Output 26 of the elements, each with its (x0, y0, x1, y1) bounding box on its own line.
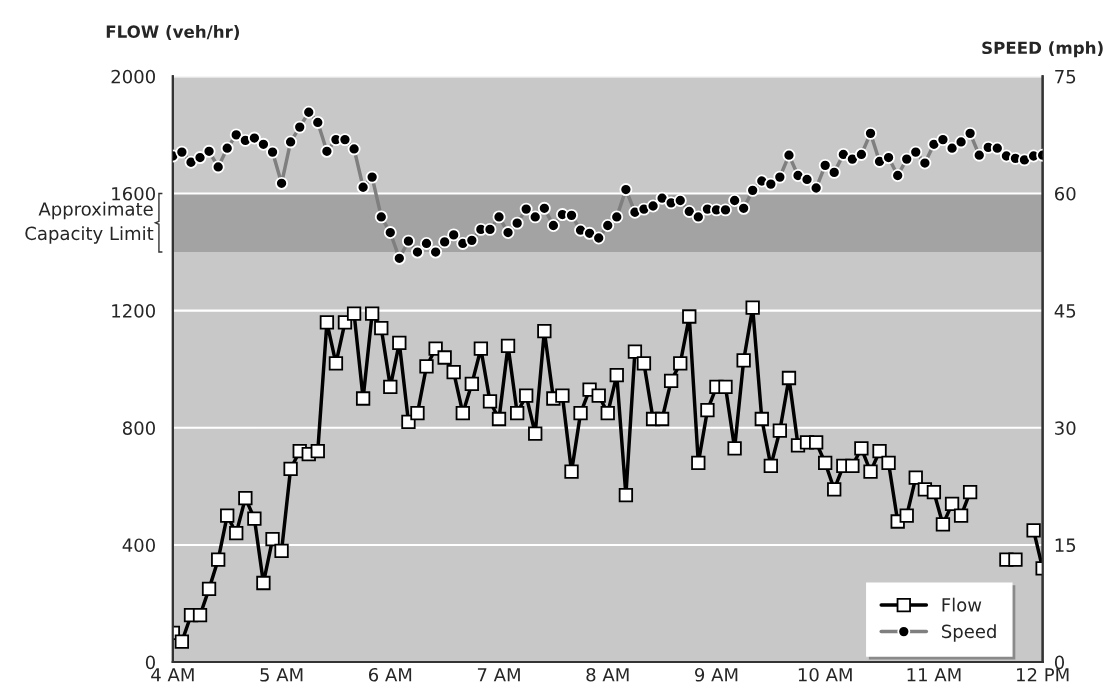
y2-tick-label: 15 (1055, 538, 1076, 553)
y2-tick-label: 75 (1055, 70, 1076, 84)
y-axis-title: FLOW (veh/hr) (106, 25, 240, 40)
y-tick-label: 1200 (112, 304, 155, 318)
x-tick-label: 11 AM (907, 668, 961, 682)
x-tick-label: 12 PM (1017, 667, 1069, 682)
y2-tick-label: 0 (1054, 655, 1065, 670)
x-tick-label: 6 AM (368, 667, 412, 682)
y2-tick-label: 45 (1054, 304, 1076, 318)
band-label: Approximate Capacity Limit (25, 201, 154, 244)
legend-label: Speed (941, 624, 996, 642)
y-tick-label: 800 (122, 421, 155, 435)
x-tick-label: 7 AM (477, 668, 520, 682)
x-tick-label: 4 AM (151, 668, 194, 682)
x-tick-label: 8 AM (586, 667, 629, 682)
y-tick-label: 0 (145, 655, 155, 670)
legend-label: Flow (942, 597, 982, 612)
x-tick-label: 10 AM (798, 667, 852, 682)
x-tick-label: 5 AM (260, 668, 303, 682)
y2-axis-title: SPEED (mph) (982, 41, 1103, 58)
y-tick-label: 1600 (112, 186, 155, 201)
y2-tick-label: 30 (1055, 421, 1076, 435)
x-tick-label: 9 AM (695, 667, 738, 682)
y-tick-label: 400 (122, 538, 155, 553)
y-tick-label: 2000 (111, 69, 155, 84)
y2-tick-label: 60 (1055, 186, 1076, 201)
